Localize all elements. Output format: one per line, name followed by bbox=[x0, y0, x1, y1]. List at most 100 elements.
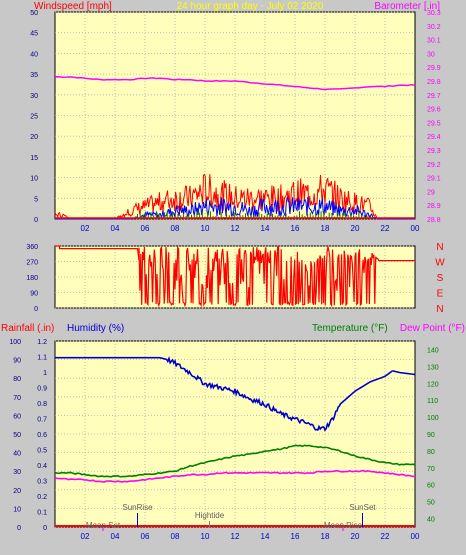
wind-xtick-label: 18 bbox=[321, 224, 330, 233]
temperature-ytick-label: 140 bbox=[427, 347, 439, 354]
temperature-ytick-label: 110 bbox=[427, 398, 438, 405]
barometer-ytick-label: 29.9 bbox=[427, 65, 441, 72]
moonrise-marker: Moon Rise bbox=[324, 521, 363, 530]
temperature-ytick-label: 40 bbox=[427, 517, 435, 524]
barometer-ytick-label: 28.8 bbox=[427, 217, 441, 224]
moonset-marker: Moon Set bbox=[86, 521, 121, 530]
temperature-ytick-label: 100 bbox=[427, 415, 439, 422]
humidity-ytick-label: 90 bbox=[13, 358, 21, 365]
rainfall-ytick-label: 0.5 bbox=[37, 448, 47, 455]
hightide-marker: Hightide bbox=[195, 511, 225, 520]
sunset-marker: SunSet bbox=[349, 503, 376, 512]
barometer-ytick-label: 29.2 bbox=[427, 162, 441, 169]
rainfall-ytick-label: 1.1 bbox=[37, 355, 47, 362]
wind-speed-series-line bbox=[55, 196, 415, 220]
chart-title: 24 hour graph day - July 02 2020 bbox=[177, 1, 324, 12]
barometer-ytick-label: 30.3 bbox=[427, 10, 441, 17]
barometer-ytick-label: 29.4 bbox=[427, 134, 441, 141]
temperature-xtick-label: 00 bbox=[411, 532, 420, 541]
compass-label: N bbox=[436, 304, 443, 315]
temperature-xtick-label: 02 bbox=[81, 532, 90, 541]
wind-xtick-label: 04 bbox=[111, 224, 120, 233]
humidity-ytick-label: 100 bbox=[9, 339, 21, 346]
humidity-series-line bbox=[55, 356, 416, 432]
rainfall-ytick-label: 0.3 bbox=[37, 479, 47, 486]
temperature-xtick-label: 18 bbox=[321, 532, 330, 541]
barometer-ytick-label: 30.1 bbox=[427, 38, 441, 45]
rainfall-ytick-label: 1.2 bbox=[37, 339, 47, 346]
temperature-xtick-label: 16 bbox=[291, 532, 300, 541]
rainfall-axis-title: Rainfall (.in) bbox=[1, 323, 54, 334]
temperature-xtick-label: 14 bbox=[261, 532, 270, 541]
temperature-ytick-label: 60 bbox=[427, 483, 435, 490]
barometer-ytick-label: 29.8 bbox=[427, 79, 441, 86]
compass-label: W bbox=[435, 258, 445, 269]
wind-ytick-label: 0 bbox=[34, 217, 38, 224]
wind-ytick-label: 50 bbox=[30, 10, 38, 17]
barometer-ytick-label: 29.5 bbox=[427, 120, 441, 127]
wind-xtick-label: 14 bbox=[261, 224, 270, 233]
wind-ytick-label: 15 bbox=[30, 155, 38, 162]
compass-label: S bbox=[437, 273, 444, 284]
humidity-ytick-label: 20 bbox=[13, 488, 21, 495]
direction-ytick-label: 0 bbox=[34, 306, 38, 313]
wind-xtick-label: 06 bbox=[141, 224, 150, 233]
wind-direction-series-line bbox=[55, 245, 415, 308]
wind-ytick-label: 5 bbox=[34, 196, 38, 203]
temperature-xtick-label: 06 bbox=[141, 532, 150, 541]
direction-ytick-label: 90 bbox=[30, 291, 38, 298]
wind-xtick-label: 16 bbox=[291, 224, 300, 233]
barometer-ytick-label: 29 bbox=[427, 189, 435, 196]
rainfall-ytick-label: 0.4 bbox=[37, 463, 47, 470]
direction-ytick-label: 270 bbox=[26, 260, 38, 267]
wind-ytick-label: 30 bbox=[30, 93, 38, 100]
dewpoint-axis-title: Dew Point (°F) bbox=[400, 323, 465, 334]
humidity-ytick-label: 60 bbox=[13, 413, 21, 420]
humidity-ytick-label: 0 bbox=[17, 525, 21, 532]
wind-xtick-label: 22 bbox=[381, 224, 390, 233]
rainfall-ytick-label: 0.8 bbox=[37, 401, 47, 408]
wind-ytick-label: 35 bbox=[30, 72, 38, 79]
wind-ytick-label: 40 bbox=[30, 51, 38, 58]
temperature-ytick-label: 80 bbox=[427, 449, 435, 456]
rainfall-ytick-label: 0 bbox=[43, 525, 47, 532]
humidity-ytick-label: 40 bbox=[13, 451, 21, 458]
barometer-ytick-label: 28.9 bbox=[427, 203, 441, 210]
rainfall-ytick-label: 0.1 bbox=[37, 510, 47, 517]
barometer-series-line bbox=[54, 76, 416, 91]
sunrise-marker: SunRise bbox=[122, 503, 153, 512]
temperature-xtick-label: 10 bbox=[201, 532, 210, 541]
barometer-ytick-label: 29.1 bbox=[427, 176, 441, 183]
temperature-xtick-label: 20 bbox=[351, 532, 360, 541]
humidity-ytick-label: 10 bbox=[13, 506, 21, 513]
rainfall-ytick-label: 0.7 bbox=[37, 417, 47, 424]
compass-label: E bbox=[437, 289, 444, 300]
wind-xtick-label: 08 bbox=[171, 224, 180, 233]
direction-ytick-label: 360 bbox=[26, 244, 38, 251]
rainfall-ytick-label: 0.2 bbox=[37, 494, 47, 501]
compass-label: N bbox=[436, 242, 443, 253]
wind-xtick-label: 10 bbox=[201, 224, 210, 233]
temperature-xtick-label: 22 bbox=[381, 532, 390, 541]
humidity-ytick-label: 50 bbox=[13, 432, 21, 439]
temperature-ytick-label: 130 bbox=[427, 364, 439, 371]
barometer-ytick-label: 29.6 bbox=[427, 107, 441, 114]
temperature-ytick-label: 50 bbox=[427, 500, 435, 507]
temperature-xtick-label: 08 bbox=[171, 532, 180, 541]
wind-xtick-label: 12 bbox=[231, 224, 240, 233]
barometer-ytick-label: 29.3 bbox=[427, 148, 441, 155]
temperature-xtick-label: 12 bbox=[231, 532, 240, 541]
humidity-ytick-label: 80 bbox=[13, 376, 21, 383]
wind-ytick-label: 20 bbox=[30, 134, 38, 141]
temperature-axis-title: Temperature (°F) bbox=[312, 323, 388, 334]
barometer-ytick-label: 30 bbox=[427, 51, 435, 58]
wind-axis-title: Windspeed [mph] bbox=[34, 1, 112, 12]
wind-ytick-label: 10 bbox=[30, 176, 38, 183]
direction-ytick-label: 180 bbox=[26, 275, 38, 282]
wind-xtick-label: 20 bbox=[351, 224, 360, 233]
wind-ytick-label: 45 bbox=[30, 31, 38, 38]
temperature-ytick-label: 70 bbox=[427, 466, 435, 473]
humidity-ytick-label: 30 bbox=[13, 469, 21, 476]
